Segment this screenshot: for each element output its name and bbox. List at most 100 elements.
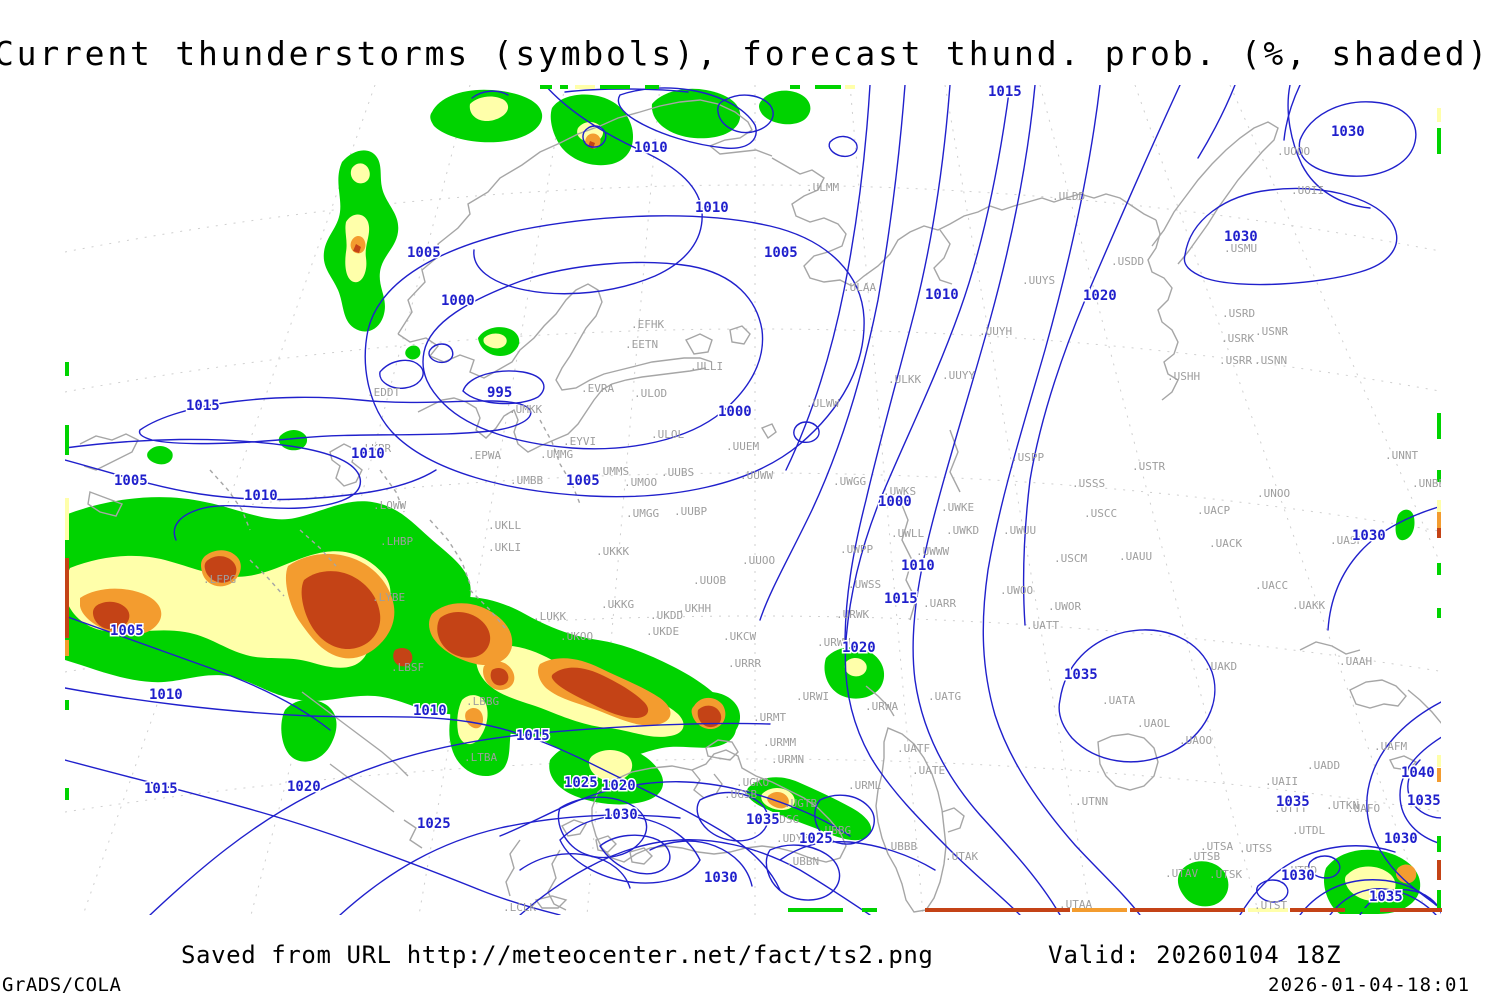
isobar-contour <box>785 85 871 471</box>
station-label: .UUYY <box>942 369 975 382</box>
edge-tick-yellow <box>65 498 69 540</box>
prob-shading-yellow <box>350 163 370 184</box>
isobar-label: 1040 <box>1401 765 1435 781</box>
prob-shading-yellow <box>483 333 507 349</box>
isobar-contour <box>844 85 1021 915</box>
station-label: .UWPP <box>840 543 873 556</box>
isobar-label: 1035 <box>746 812 780 828</box>
coastline <box>1407 689 1441 724</box>
isobar-label: 1010 <box>901 558 935 574</box>
station-label: .UACP <box>1197 504 1230 517</box>
graticule-line <box>1229 85 1441 567</box>
station-label: .UKDD <box>650 609 683 622</box>
station-label: .EVRA <box>581 382 614 395</box>
border-line <box>379 469 405 513</box>
edge-tick-green <box>815 85 841 89</box>
isobar-contour <box>422 261 764 450</box>
source-url-caption: Saved from URL http://meteocenter.net/fa… <box>181 941 934 969</box>
isobar-label: 1035 <box>1064 667 1098 683</box>
station-label: .UTKN <box>1326 799 1359 812</box>
station-label: .UAKD <box>1204 660 1237 673</box>
station-label: .UNNT <box>1385 449 1418 462</box>
station-label: .USDD <box>1111 255 1144 268</box>
station-label: .UMBB <box>510 474 543 487</box>
coastline <box>1151 121 1279 265</box>
station-label: .UARR <box>923 597 956 610</box>
isobar-contour <box>617 87 757 149</box>
prob-shading-orange <box>767 792 789 809</box>
isobar-contour <box>559 815 701 884</box>
valid-time-caption: Valid: 20260104 18Z <box>1048 941 1342 969</box>
edge-tick-green <box>1437 128 1441 154</box>
isobar-contour <box>1329 888 1437 915</box>
station-label: .UGTB <box>784 797 817 810</box>
station-label: .UUOB <box>693 574 726 587</box>
coastline <box>865 685 895 717</box>
edge-tick-green <box>1437 563 1441 575</box>
isobar-contour <box>149 722 771 915</box>
isobar-contour <box>1022 85 1181 626</box>
isobar-contour <box>717 94 774 134</box>
coastline <box>417 367 707 453</box>
isobar-contour <box>65 438 362 541</box>
station-label: .USPP <box>1011 451 1044 464</box>
isobar-contour <box>828 135 858 158</box>
station-label: .UADD <box>1307 759 1340 772</box>
edge-tick-red <box>1290 908 1345 912</box>
isobar-contour <box>364 215 865 498</box>
station-label: .USCM <box>1054 552 1087 565</box>
edge-tick-green <box>560 85 568 89</box>
station-label: .UAKK <box>1292 599 1325 612</box>
isobar-label: 1000 <box>878 494 912 510</box>
station-label: .UATG <box>928 690 961 703</box>
station-label: .UMOO <box>624 476 657 489</box>
station-label: .LTBA <box>464 751 497 764</box>
isobar-label: 1015 <box>144 781 178 797</box>
isobar-label: 1030 <box>604 807 638 823</box>
station-label: .UKLI <box>488 541 521 554</box>
edge-tick-green <box>1437 836 1441 852</box>
isobar-contour <box>844 85 951 646</box>
isobar-label: 1000 <box>718 404 752 420</box>
station-label: .UAUU <box>1119 550 1152 563</box>
station-label: .UKOO <box>560 630 593 643</box>
station-label: .UKDE <box>646 625 679 638</box>
station-label: .UTDL <box>1292 824 1325 837</box>
station-label: .UMMS <box>596 465 629 478</box>
coastline <box>595 835 617 853</box>
isobar-label: 1010 <box>925 287 959 303</box>
station-label: .UDYZ <box>776 832 809 845</box>
prob-shading-yellow <box>469 96 509 122</box>
isobar-contour <box>379 359 424 389</box>
isobar-contour <box>765 844 841 901</box>
prob-shading-red <box>301 571 381 650</box>
edge-tick-yellow <box>1437 755 1441 767</box>
graticule-line <box>849 85 924 915</box>
prob-shading-red <box>353 244 361 253</box>
station-label: .LOWW <box>373 499 406 512</box>
station-label: .UATT <box>1026 619 1059 632</box>
border-line <box>539 419 581 505</box>
isobar-label: 1010 <box>149 687 183 703</box>
edge-tick-yellow <box>1248 908 1288 912</box>
station-label: .ULMM <box>806 181 839 194</box>
station-label: .UAAH <box>1339 655 1372 668</box>
edge-tick-green <box>1437 413 1441 439</box>
isobar-contour <box>1366 701 1441 910</box>
edge-tick-yellow <box>575 85 595 89</box>
isobar-contour <box>793 421 820 443</box>
station-label: .UBBN <box>786 855 819 868</box>
coastline <box>87 491 123 517</box>
isobar-contour <box>779 840 936 871</box>
coastline <box>397 99 773 335</box>
prob-shading-orange <box>1395 864 1417 884</box>
isobar-label: 1010 <box>244 488 278 504</box>
isobar-label-layer: 995 1000 1000 1000 1005 1005 1005 1005 1005 1010 1… <box>109 85 1442 907</box>
isobar-label: 1010 <box>413 703 447 719</box>
station-label: .UTSS <box>1239 842 1272 855</box>
coastline <box>561 819 588 837</box>
isobar-label: 1025 <box>799 831 833 847</box>
station-label: .UAII <box>1265 775 1298 788</box>
